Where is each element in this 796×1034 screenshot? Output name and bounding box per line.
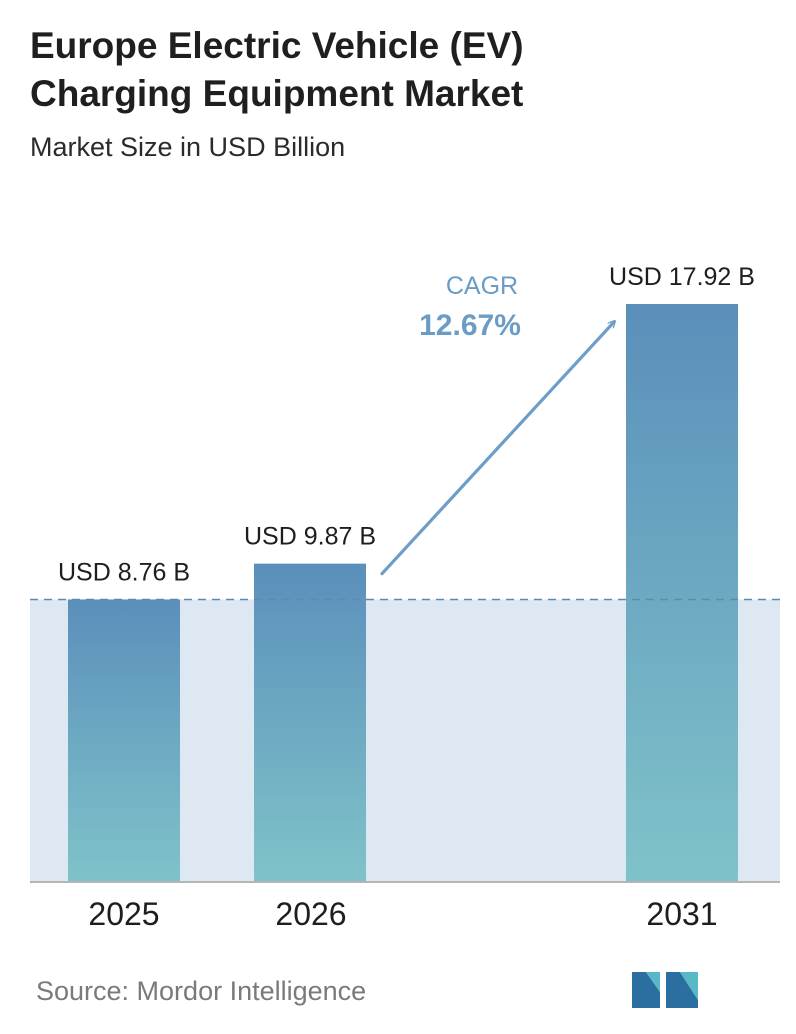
cagr-arrow: [380, 322, 614, 576]
x-tick-label-2031: 2031: [646, 896, 717, 932]
bar-2026: [254, 563, 366, 882]
x-tick-label-2025: 2025: [88, 896, 159, 932]
bar-chart: USD 8.76 B USD 9.87 B USD 17.92 B 2025 2026 2…: [30, 263, 780, 932]
mordor-intelligence-logo-icon: [632, 972, 698, 1008]
bar-2031: [626, 304, 738, 882]
chart-title-line-1: Europe Electric Vehicle (EV): [30, 25, 524, 66]
source-text: Source: Mordor Intelligence: [36, 976, 367, 1006]
chart-title-line-2: Charging Equipment Market: [30, 73, 524, 114]
cagr-value: 12.67%: [419, 309, 521, 342]
chart-subtitle: Market Size in USD Billion: [30, 132, 346, 162]
value-label-2025: USD 8.76 B: [58, 558, 190, 586]
value-label-2026: USD 9.87 B: [244, 523, 376, 551]
bar-2025: [68, 599, 180, 882]
chart-title: Europe Electric Vehicle (EV) Charging Eq…: [30, 22, 770, 118]
cagr-label: CAGR: [446, 272, 518, 300]
value-label-2031: USD 17.92 B: [609, 263, 755, 291]
x-tick-label-2026: 2026: [275, 896, 346, 932]
